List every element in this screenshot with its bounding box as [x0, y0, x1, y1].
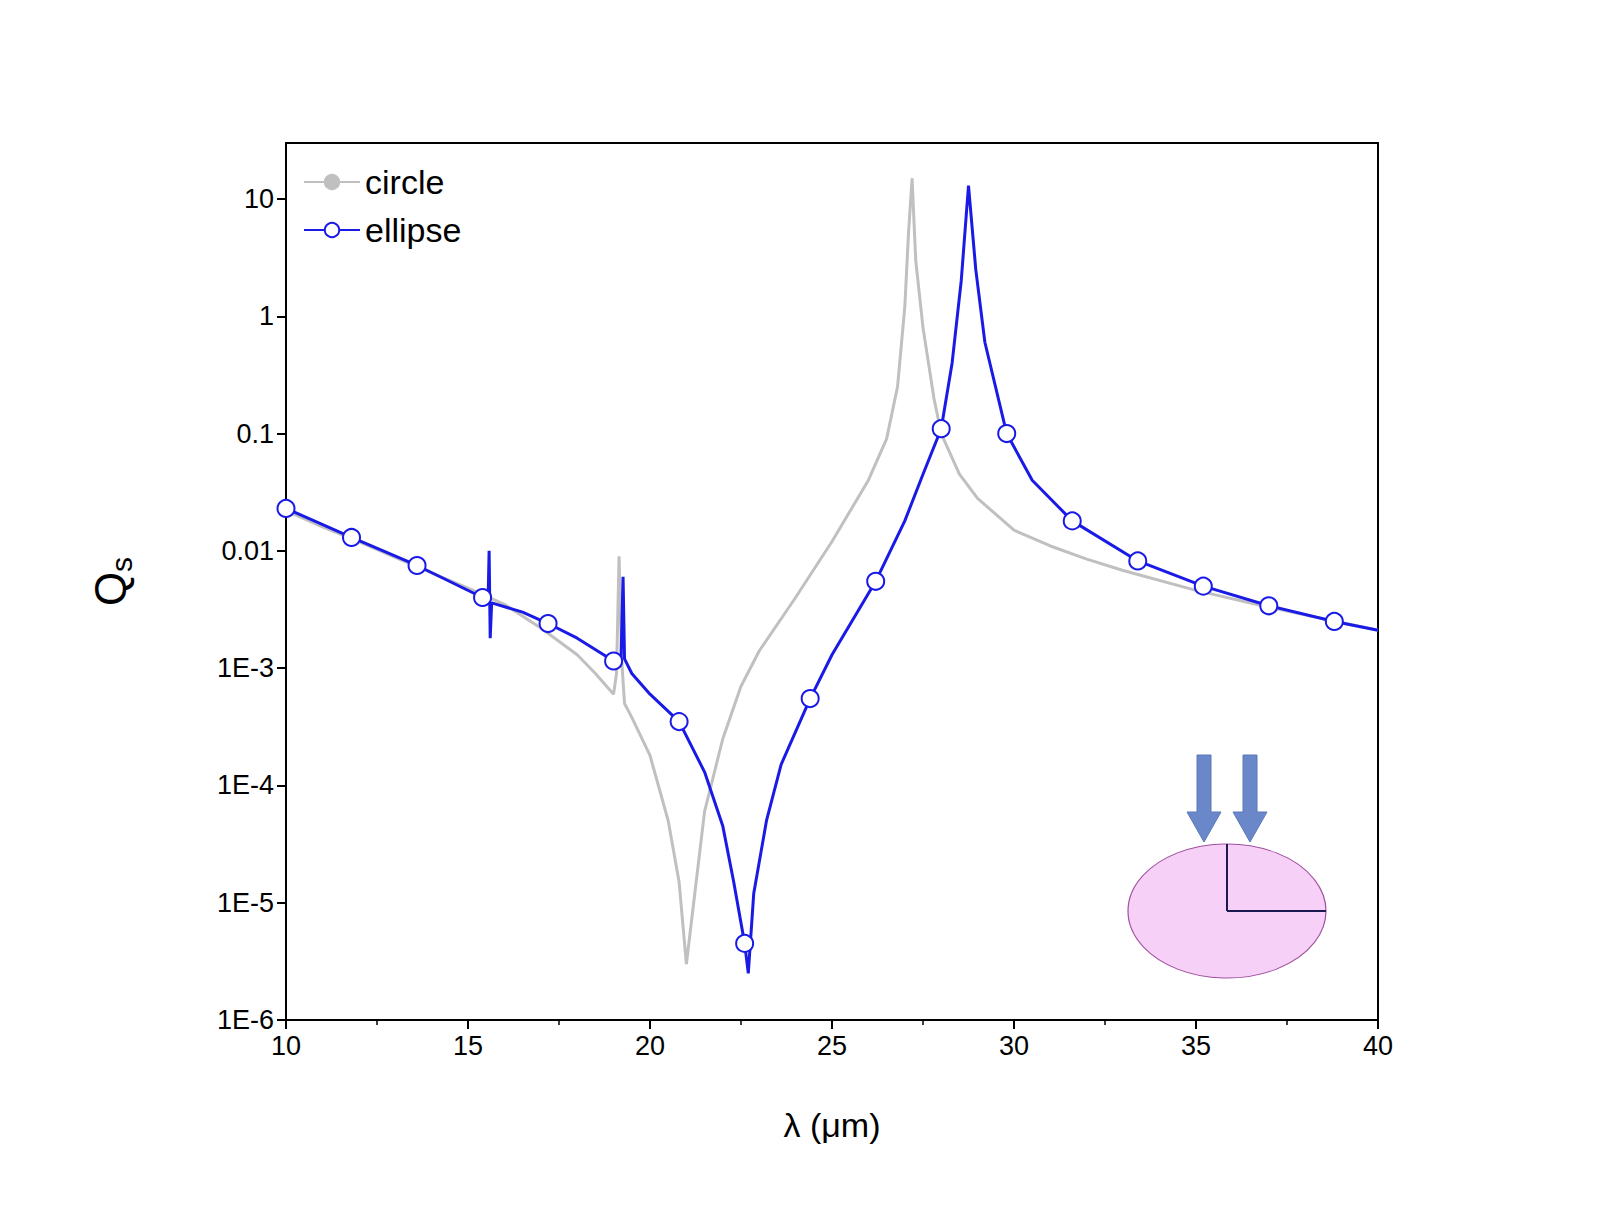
svg-text:Q: Q	[86, 572, 135, 606]
svg-text:40: 40	[1363, 1031, 1393, 1061]
svg-text:s: s	[105, 557, 138, 572]
svg-text:1E-4: 1E-4	[217, 770, 274, 800]
svg-text:25: 25	[817, 1031, 847, 1061]
svg-text:0.01: 0.01	[221, 536, 274, 566]
svg-text:1E-3: 1E-3	[217, 653, 274, 683]
svg-text:ellipse: ellipse	[365, 211, 461, 249]
svg-text:15: 15	[453, 1031, 483, 1061]
svg-text:1E-6: 1E-6	[217, 1005, 274, 1035]
svg-text:30: 30	[999, 1031, 1029, 1061]
svg-text:1E-5: 1E-5	[217, 888, 274, 918]
svg-text:10: 10	[244, 184, 274, 214]
svg-text:20: 20	[635, 1031, 665, 1061]
svg-text:λ (μm): λ (μm)	[783, 1106, 880, 1144]
svg-text:1: 1	[259, 301, 274, 331]
svg-text:10: 10	[271, 1031, 301, 1061]
svg-text:35: 35	[1181, 1031, 1211, 1061]
svg-text:circle: circle	[365, 163, 444, 201]
svg-text:0.1: 0.1	[236, 419, 274, 449]
